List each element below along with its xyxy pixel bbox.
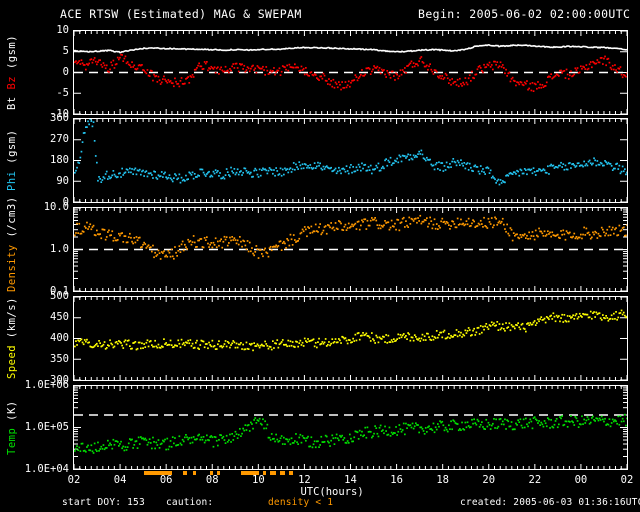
page-title: ACE RTSW (Estimated) MAG & SWEPAM — [60, 7, 302, 21]
swepam-density-plot-area — [74, 208, 627, 291]
x-axis-tick: 12 — [298, 474, 311, 486]
mag-bt-bz-ytick: 0 — [62, 66, 69, 78]
caution-bar — [262, 471, 267, 475]
x-axis-tick: 16 — [390, 474, 403, 486]
mag-phi-ytick: 360 — [50, 112, 69, 124]
swepam-temp-ytick: 1.0E+04 — [24, 463, 69, 475]
x-axis-tick: 22 — [528, 474, 542, 486]
swepam-density-panel — [73, 207, 628, 292]
swepam-speed-ytick: 500 — [50, 290, 69, 302]
swepam-speed-ytick: 450 — [50, 311, 69, 323]
caution-bar — [269, 471, 276, 475]
caution-bar — [183, 471, 187, 475]
swepam-speed-ytick: 400 — [50, 332, 69, 344]
swepam-density-ytick: 10.0 — [43, 201, 69, 213]
x-axis-tick: 20 — [482, 474, 496, 486]
caution-bar — [144, 471, 172, 475]
swepam-speed-ytick: 300 — [50, 374, 69, 386]
mag-phi-ytick: 270 — [50, 133, 69, 145]
swepam-temp-ytick: 1.0E+05 — [24, 421, 69, 433]
mag-bt-bz-ytick: -10 — [50, 108, 69, 120]
caution-bar — [280, 471, 285, 475]
mag-phi-plot-area — [74, 119, 627, 202]
mag-phi-ytick: 180 — [50, 154, 69, 166]
x-axis-tick: 02 — [67, 474, 81, 486]
x-axis-title: UTC(hours) — [300, 486, 364, 498]
mag-bt-bz-ytick: 10 — [56, 24, 69, 36]
mag-phi-ytick: 0 — [62, 196, 69, 208]
caution-bar — [216, 471, 221, 475]
x-axis-tick: 02 — [620, 474, 634, 486]
x-axis-tick: 06 — [159, 474, 173, 486]
x-axis-tick: 18 — [436, 474, 449, 486]
caution-bar — [209, 471, 214, 475]
caution-bar — [289, 471, 293, 475]
mag-phi-panel — [73, 118, 628, 203]
created-timestamp: created: 2005-06-03 01:36:16UTC — [460, 497, 640, 508]
x-axis-tick: 10 — [252, 474, 265, 486]
swepam-temp-plot-area — [74, 386, 627, 469]
caution-value: density < 1 — [268, 497, 334, 508]
x-axis-tick: 14 — [344, 474, 357, 486]
swepam-speed-panel — [73, 296, 628, 381]
swepam-temp-ytick: 1.0E+06 — [24, 379, 69, 391]
mag-bt-bz-plot-area — [74, 31, 627, 114]
caution-bar — [241, 471, 260, 475]
start-doy-label: start DOY: 153 — [62, 497, 145, 508]
begin-time-label: Begin: 2005-06-02 02:00:00UTC — [418, 7, 631, 21]
caution-label: caution: — [166, 497, 214, 508]
mag-bt-bz-panel — [73, 30, 628, 115]
mag-bt-bz-ytick: 5 — [62, 45, 69, 57]
x-axis-tick: 00 — [574, 474, 588, 486]
mag-bt-bz-ytick: -5 — [56, 87, 69, 99]
swepam-temp-panel — [73, 385, 628, 470]
swepam-density-ytick: 1.0 — [50, 243, 69, 255]
mag-phi-ytick: 90 — [56, 175, 69, 187]
swepam-density-ytick: 0.1 — [50, 285, 69, 297]
swepam-speed-ytick: 350 — [50, 353, 69, 365]
x-axis-tick: 08 — [205, 474, 219, 486]
swepam-speed-plot-area — [74, 297, 627, 380]
caution-bar — [192, 471, 197, 475]
x-axis-tick: 04 — [113, 474, 127, 486]
